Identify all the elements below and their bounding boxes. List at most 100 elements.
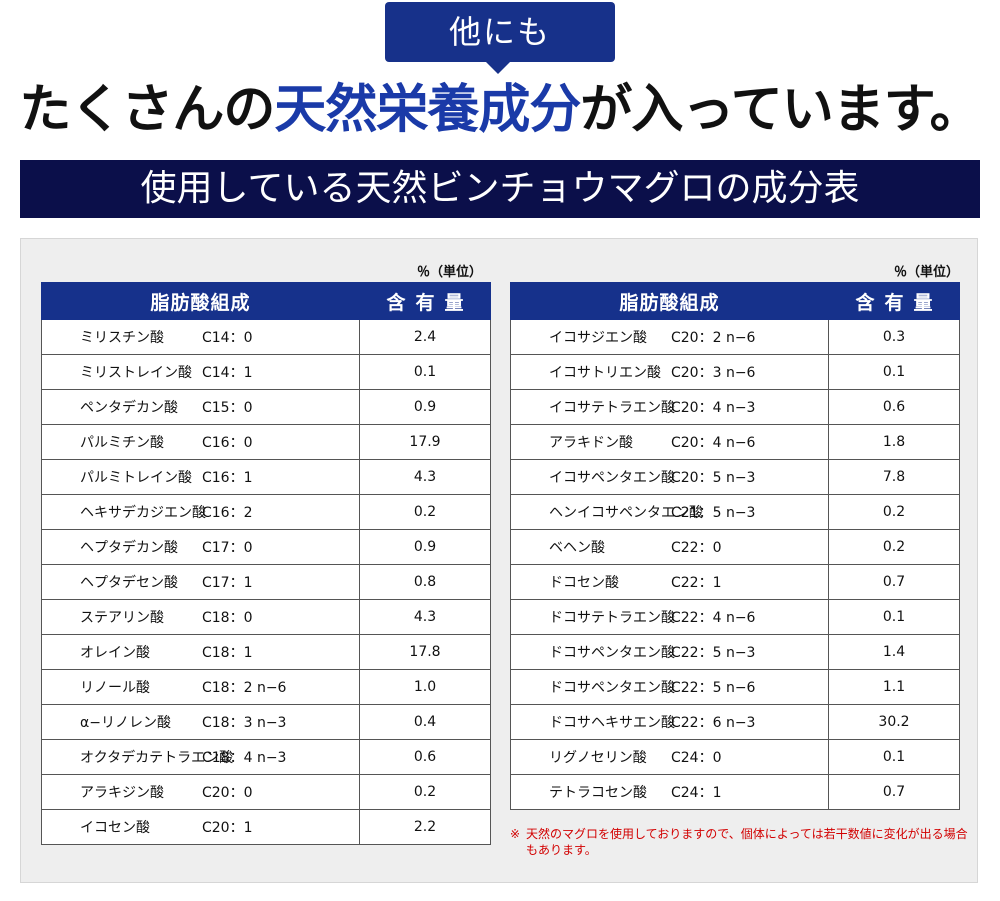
content-value: 0.6	[828, 389, 960, 425]
acid-formula: C20：4 n−3	[671, 400, 756, 416]
composition-cell: イコサジエン酸 C20：2 n−6	[510, 319, 829, 355]
note-mark: ※	[510, 827, 521, 841]
acid-name: イコサトリエン酸	[549, 365, 661, 381]
composition-cell: ヘプタデセン酸 C17：1	[41, 564, 360, 600]
content-value: 7.8	[828, 459, 960, 495]
table-row: ベヘン酸 C22：0 0.2	[510, 529, 960, 565]
content-value: 17.8	[359, 634, 491, 670]
acid-formula: C18：4 n−3	[202, 750, 287, 766]
composition-cell: イコサペンタエン酸C20：5 n−3	[510, 459, 829, 495]
acid-formula: C15：0	[202, 400, 253, 416]
acid-formula: C20：0	[202, 785, 253, 801]
section-banner: 使用している天然ビンチョウマグロの成分表	[20, 160, 980, 218]
content-value: 0.7	[828, 774, 960, 810]
composition-cell: ヘキサデカジエン酸C16：2	[41, 494, 360, 530]
table-body-right: イコサジエン酸 C20：2 n−6 0.3 イコサトリエン酸 C20：3 n−6 0.1 イ…	[510, 319, 960, 810]
composition-cell: オレイン酸 C18：1	[41, 634, 360, 670]
acid-name: リノール酸	[80, 680, 150, 696]
composition-cell: テトラコセン酸 C24：1	[510, 774, 829, 810]
acid-formula: C24：1	[671, 785, 722, 801]
acid-name: ドコサテトラエン酸	[549, 610, 675, 626]
acid-name: ステアリン酸	[80, 610, 164, 626]
acid-formula: C20：2 n−6	[671, 330, 756, 346]
table-row: ドコセン酸 C22：1 0.7	[510, 564, 960, 600]
acid-formula: C18：1	[202, 645, 253, 661]
table-row: ドコサヘキサエン酸C22：6 n−3 30.2	[510, 704, 960, 740]
table-row: α−リノレン酸 C18：3 n−3 0.4	[41, 704, 491, 740]
acid-name: アラキドン酸	[549, 435, 633, 451]
callout-tail	[484, 60, 512, 74]
acid-name: オクタデカテトラエン酸	[80, 750, 234, 766]
table-row: イコサジエン酸 C20：2 n−6 0.3	[510, 319, 960, 355]
composition-cell: アラキドン酸 C20：4 n−6	[510, 424, 829, 460]
acid-formula: C20：3 n−6	[671, 365, 756, 381]
composition-cell: イコサトリエン酸 C20：3 n−6	[510, 354, 829, 390]
acid-formula: C18：2 n−6	[202, 680, 287, 696]
content-value: 2.4	[359, 319, 491, 355]
table-body-left: ミリスチン酸 C14：0 2.4 ミリストレイン酸 C14：1 0.1 ペンタデカン酸 C15…	[41, 319, 491, 845]
composition-cell: イコセン酸 C20：1	[41, 809, 360, 845]
acid-name: ペンタデカン酸	[80, 400, 178, 416]
table-row: オレイン酸 C18：1 17.8	[41, 634, 491, 670]
content-value: 0.9	[359, 389, 491, 425]
composition-cell: ミリスチン酸 C14：0	[41, 319, 360, 355]
acid-name: ヘンイコサペンタエン酸	[549, 505, 703, 521]
table-header-row: 脂肪酸組成 含有量	[41, 282, 491, 320]
content-value: 0.2	[359, 494, 491, 530]
acid-formula: C22：5 n−3	[671, 645, 756, 661]
composition-cell: ドコサヘキサエン酸C22：6 n−3	[510, 704, 829, 740]
composition-cell: リグノセリン酸 C24：0	[510, 739, 829, 775]
content-value: 0.1	[828, 739, 960, 775]
table-row: リグノセリン酸 C24：0 0.1	[510, 739, 960, 775]
composition-cell: ヘンイコサペンタエン酸C21：5 n−3	[510, 494, 829, 530]
acid-name: リグノセリン酸	[549, 750, 647, 766]
table-row: イコセン酸 C20：1 2.2	[41, 809, 491, 845]
callout-bubble: 他にも	[385, 2, 615, 62]
acid-formula: C18：3 n−3	[202, 715, 287, 731]
composition-cell: オクタデカテトラエン酸C18：4 n−3	[41, 739, 360, 775]
composition-cell: リノール酸 C18：2 n−6	[41, 669, 360, 705]
header-composition: 脂肪酸組成	[510, 282, 829, 320]
content-value: 0.1	[359, 354, 491, 390]
table-row: イコサペンタエン酸C20：5 n−3 7.8	[510, 459, 960, 495]
acid-name: ミリスチン酸	[80, 330, 164, 346]
acid-name: α−リノレン酸	[80, 715, 171, 731]
composition-cell: ペンタデカン酸 C15：0	[41, 389, 360, 425]
header-content: 含有量	[359, 282, 491, 320]
content-value: 1.1	[828, 669, 960, 705]
composition-cell: ドコサペンタエン酸C22：5 n−3	[510, 634, 829, 670]
acid-formula: C18：0	[202, 610, 253, 626]
acid-name: イコサテトラエン酸	[549, 400, 675, 416]
note-text: 天然のマグロを使用しておりますので、個体によっては若干数値に変化が出る場合もあり…	[526, 827, 968, 857]
table-row: ミリストレイン酸 C14：1 0.1	[41, 354, 491, 390]
acid-formula: C16：0	[202, 435, 253, 451]
disclaimer-note: ※ 天然のマグロを使用しておりますので、個体によっては若干数値に変化が出る場合も…	[510, 826, 970, 858]
table-row: テトラコセン酸 C24：1 0.7	[510, 774, 960, 810]
content-value: 0.9	[359, 529, 491, 565]
acid-formula: C20：5 n−3	[671, 470, 756, 486]
table-row: ペンタデカン酸 C15：0 0.9	[41, 389, 491, 425]
table-row: ヘンイコサペンタエン酸C21：5 n−3 0.2	[510, 494, 960, 530]
acid-name: ドコサヘキサエン酸	[549, 715, 675, 731]
unit-label-left: ％（単位）	[417, 265, 483, 280]
headline-accent: 天然栄養成分	[274, 80, 581, 140]
acid-name: アラキジン酸	[80, 785, 164, 801]
composition-cell: ステアリン酸 C18：0	[41, 599, 360, 635]
header-composition: 脂肪酸組成	[41, 282, 360, 320]
content-value: 0.2	[828, 529, 960, 565]
table-row: ヘプタデセン酸 C17：1 0.8	[41, 564, 491, 600]
acid-name: ヘプタデセン酸	[80, 575, 178, 591]
content-value: 1.0	[359, 669, 491, 705]
table-row: リノール酸 C18：2 n−6 1.0	[41, 669, 491, 705]
acid-name: ミリストレイン酸	[80, 365, 192, 381]
composition-cell: ドコサテトラエン酸C22：4 n−6	[510, 599, 829, 635]
acid-name: ヘキサデカジエン酸	[80, 505, 206, 521]
table-row: ドコサテトラエン酸C22：4 n−6 0.1	[510, 599, 960, 635]
acid-formula: C14：0	[202, 330, 253, 346]
composition-cell: ミリストレイン酸 C14：1	[41, 354, 360, 390]
content-value: 0.2	[359, 774, 491, 810]
table-row: ドコサペンタエン酸C22：5 n−6 1.1	[510, 669, 960, 705]
composition-cell: パルミトレイン酸 C16：1	[41, 459, 360, 495]
table-row: アラキジン酸 C20：0 0.2	[41, 774, 491, 810]
composition-cell: イコサテトラエン酸C20：4 n−3	[510, 389, 829, 425]
